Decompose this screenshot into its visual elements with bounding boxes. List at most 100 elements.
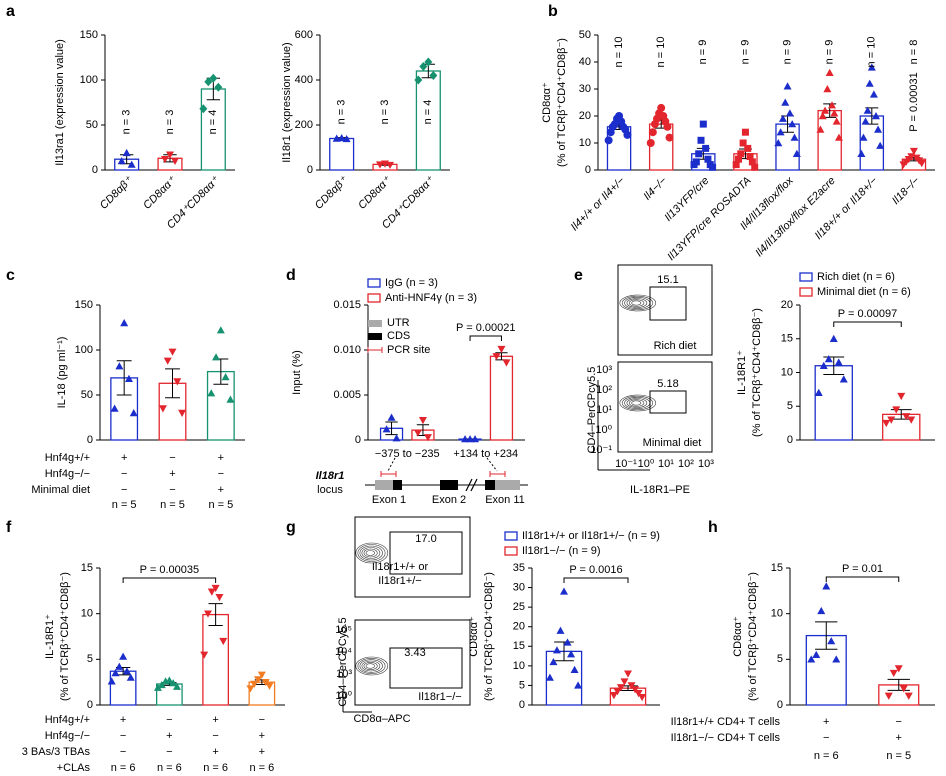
legend-swatch bbox=[367, 347, 383, 353]
data-point bbox=[199, 104, 208, 114]
data-point bbox=[859, 133, 868, 141]
data-point bbox=[899, 161, 908, 169]
data-point bbox=[897, 392, 906, 401]
data-point bbox=[209, 73, 218, 83]
condition-sign: − bbox=[823, 732, 829, 744]
panel-letter: f bbox=[6, 519, 12, 536]
data-point bbox=[169, 679, 178, 687]
data-point bbox=[732, 161, 740, 169]
data-point bbox=[111, 669, 120, 677]
y-axis-label: IL-18R1⁺ bbox=[736, 350, 748, 395]
contour bbox=[363, 548, 378, 558]
flow-y-tick: 10² bbox=[596, 384, 612, 396]
data-point bbox=[709, 163, 717, 171]
cds bbox=[393, 480, 402, 490]
contour bbox=[626, 298, 648, 308]
n-label: n = 9 bbox=[739, 40, 751, 65]
data-point bbox=[173, 682, 182, 690]
data-point bbox=[899, 685, 908, 693]
data-point bbox=[917, 160, 926, 168]
data-point bbox=[834, 358, 843, 366]
y-tick-label: 20 bbox=[513, 621, 525, 633]
n-label: n = 5 bbox=[160, 499, 185, 511]
legend-label: IgG (n = 3) bbox=[385, 277, 438, 289]
data-point bbox=[376, 161, 384, 169]
data-point bbox=[158, 405, 167, 413]
data-point bbox=[814, 388, 823, 396]
data-point bbox=[734, 155, 742, 163]
plot-label: Minimal diet bbox=[643, 437, 702, 449]
y-axis-label: (% of TCRβ⁺CD4⁺CD8β⁻) bbox=[59, 572, 71, 701]
data-point bbox=[419, 62, 428, 71]
data-point bbox=[337, 134, 346, 142]
data-point bbox=[887, 416, 896, 424]
data-point bbox=[471, 435, 480, 443]
bar bbox=[489, 355, 514, 441]
data-point bbox=[414, 75, 423, 85]
data-point bbox=[171, 157, 179, 165]
panel-letter: a bbox=[6, 3, 15, 20]
flow-x-tick: 10² bbox=[678, 458, 694, 470]
condition-sign: + bbox=[166, 730, 172, 742]
data-point bbox=[790, 133, 799, 141]
y-axis-label: IL-18 (pg ml⁻¹) bbox=[56, 337, 68, 409]
condition-sign: − bbox=[120, 746, 126, 758]
data-point bbox=[214, 82, 223, 92]
data-point bbox=[785, 109, 794, 117]
significance-bracket bbox=[833, 321, 902, 327]
y-tick-label: 0 bbox=[355, 434, 361, 446]
legend-swatch bbox=[367, 293, 381, 303]
data-point bbox=[907, 416, 916, 424]
p-value: P = 0.00021 bbox=[456, 322, 515, 334]
data-point bbox=[178, 409, 187, 417]
data-point bbox=[867, 63, 876, 71]
category-label: Il18−/− bbox=[890, 174, 923, 207]
data-point bbox=[807, 655, 816, 663]
contour bbox=[621, 295, 654, 311]
y-tick-label: 50 bbox=[86, 119, 98, 131]
data-point bbox=[163, 357, 172, 365]
y-axis-label: CD8αα⁺ bbox=[541, 82, 553, 123]
n-label: n = 4 bbox=[207, 110, 219, 135]
legend-swatch bbox=[368, 320, 382, 327]
y-tick-label: 30 bbox=[513, 581, 525, 593]
n-label: n = 10 bbox=[613, 37, 625, 68]
y-tick-label: 15 bbox=[513, 640, 525, 652]
data-point bbox=[552, 646, 561, 654]
data-point bbox=[832, 655, 841, 663]
n-label: n = 6 bbox=[157, 762, 182, 774]
y-tick-label: 100 bbox=[75, 344, 93, 356]
y-tick-label: 0 bbox=[307, 164, 313, 176]
flow-x-tick: 10⁻¹ bbox=[615, 458, 637, 470]
exon-label: Exon 11 bbox=[485, 494, 525, 506]
data-point bbox=[254, 676, 263, 684]
data-point bbox=[817, 606, 826, 615]
data-point bbox=[570, 665, 579, 673]
y-axis-label: IL-18R1⁺ bbox=[44, 614, 56, 659]
data-point bbox=[744, 144, 752, 152]
cds bbox=[440, 480, 458, 490]
flow-x-label: IL-18R1–PE bbox=[630, 484, 690, 496]
data-point bbox=[215, 594, 224, 602]
category-label: Il4−/− bbox=[641, 174, 669, 202]
n-label: n = 6 bbox=[249, 762, 274, 774]
data-point bbox=[211, 584, 220, 593]
flow-x-tick: 10⁰ bbox=[638, 458, 655, 470]
data-point bbox=[173, 378, 182, 386]
y-tick-label: 10 bbox=[771, 608, 783, 620]
data-point bbox=[332, 134, 341, 142]
data-point bbox=[623, 130, 632, 139]
error-bar bbox=[165, 368, 180, 399]
locus-break bbox=[465, 478, 478, 492]
utr bbox=[495, 480, 520, 490]
data-point bbox=[392, 434, 401, 442]
bar bbox=[329, 137, 355, 171]
category-label: CD8αα⁺ bbox=[141, 174, 179, 212]
n-label: n = 6 bbox=[111, 762, 136, 774]
contour bbox=[365, 663, 375, 669]
y-tick-label: 10 bbox=[81, 608, 93, 620]
data-point bbox=[741, 128, 749, 136]
n-label: n = 6 bbox=[203, 762, 228, 774]
data-point bbox=[200, 651, 209, 659]
pcr-site bbox=[380, 471, 506, 477]
